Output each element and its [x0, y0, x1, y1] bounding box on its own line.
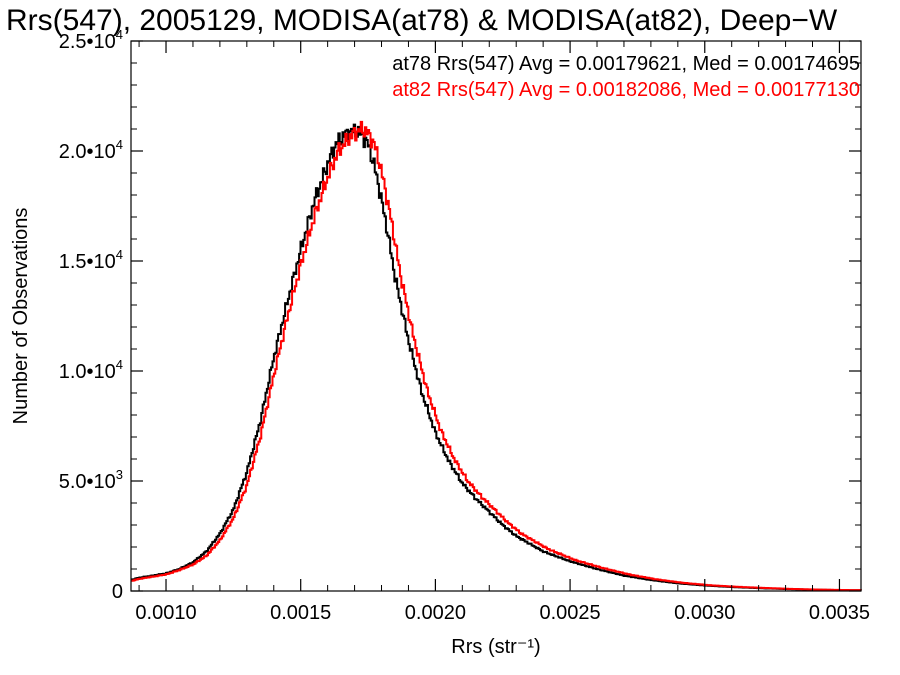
chart-title: Rrs(547), 2005129, MODISA(at78) & MODISA…	[6, 4, 838, 37]
x-tick-label: 0.0025	[539, 602, 600, 624]
y-tick-label: 0	[112, 581, 123, 603]
annotation-at78: at78 Rrs(547) Avg = 0.00179621, Med = 0.…	[392, 53, 860, 75]
x-axis-ticks: 0.0010 0.0015 0.0020 0.0025 0.0030 0.0035	[135, 41, 870, 624]
y-axis-ticks: 0 5.0•103 1.0•104 1.5•104 2.0•104 2.5•104	[59, 27, 861, 603]
y-tick-label: 1.5•104	[59, 247, 123, 273]
annotation-at82: at82 Rrs(547) Avg = 0.00182086, Med = 0.…	[392, 79, 860, 101]
y-tick-label: 2.5•104	[59, 27, 123, 53]
series-line-2	[131, 120, 862, 592]
series-line-1	[131, 123, 862, 592]
y-axis-label: Number of Observations	[10, 208, 32, 425]
x-tick-label: 0.0010	[135, 602, 196, 624]
x-tick-label: 0.0020	[405, 602, 466, 624]
x-tick-label: 0.0030	[674, 602, 735, 624]
series-layer	[131, 120, 862, 592]
y-tick-label: 1.0•104	[59, 357, 123, 383]
y-tick-label: 5.0•103	[59, 467, 123, 493]
x-axis-label: Rrs (str⁻¹)	[451, 636, 540, 658]
x-tick-label: 0.0015	[270, 602, 331, 624]
y-tick-label: 2.0•104	[59, 137, 123, 163]
x-tick-label: 0.0035	[809, 602, 870, 624]
plot-frame	[130, 40, 862, 592]
